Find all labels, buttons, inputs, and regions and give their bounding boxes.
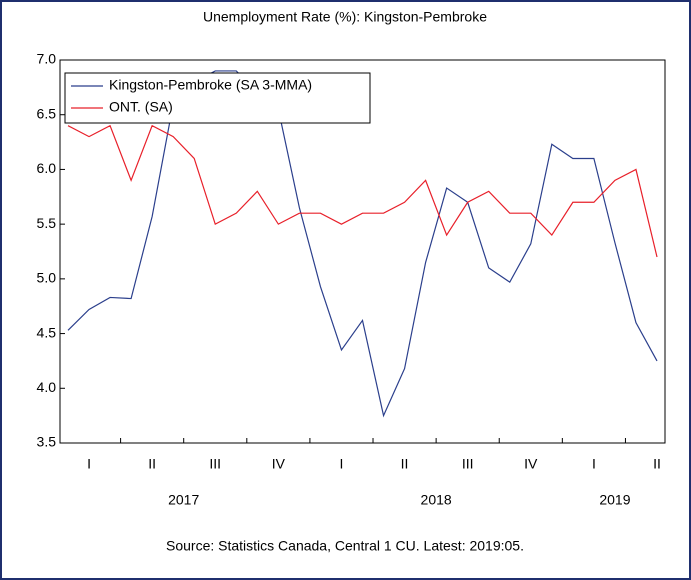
year-label: 2017 xyxy=(168,492,199,508)
legend-box xyxy=(64,72,371,124)
chart-title: Unemployment Rate (%): Kingston-Pembroke xyxy=(203,9,487,25)
year-label: 2019 xyxy=(599,492,630,508)
x-tick-label: I xyxy=(340,456,344,472)
legend-label: ONT. (SA) xyxy=(109,99,173,115)
x-tick-label: II xyxy=(653,456,661,472)
x-tick-label: I xyxy=(592,456,596,472)
series-line xyxy=(67,70,658,418)
x-tick-label: II xyxy=(401,456,409,472)
y-tick-label: 4.0 xyxy=(37,379,57,395)
y-tick-label: 6.5 xyxy=(37,105,57,121)
y-tick-label: 7.0 xyxy=(37,51,57,67)
x-tick-label: IV xyxy=(524,456,538,472)
y-tick-label: 4.5 xyxy=(37,324,57,340)
y-tick-label: 5.5 xyxy=(37,215,57,231)
year-label: 2018 xyxy=(421,492,452,508)
y-tick-label: 5.0 xyxy=(37,270,57,286)
y-tick-label: 3.5 xyxy=(37,434,57,450)
x-tick-label: III xyxy=(462,456,474,472)
x-tick-label: II xyxy=(148,456,156,472)
x-tick-label: III xyxy=(209,456,221,472)
x-tick-label: IV xyxy=(272,456,286,472)
x-tick-label: I xyxy=(87,456,91,472)
series-line xyxy=(67,124,658,258)
plot-area xyxy=(59,59,666,444)
legend-label: Kingston-Pembroke (SA 3-MMA) xyxy=(109,77,312,93)
y-tick-label: 6.0 xyxy=(37,160,57,176)
source-note: Source: Statistics Canada, Central 1 CU.… xyxy=(166,538,524,554)
